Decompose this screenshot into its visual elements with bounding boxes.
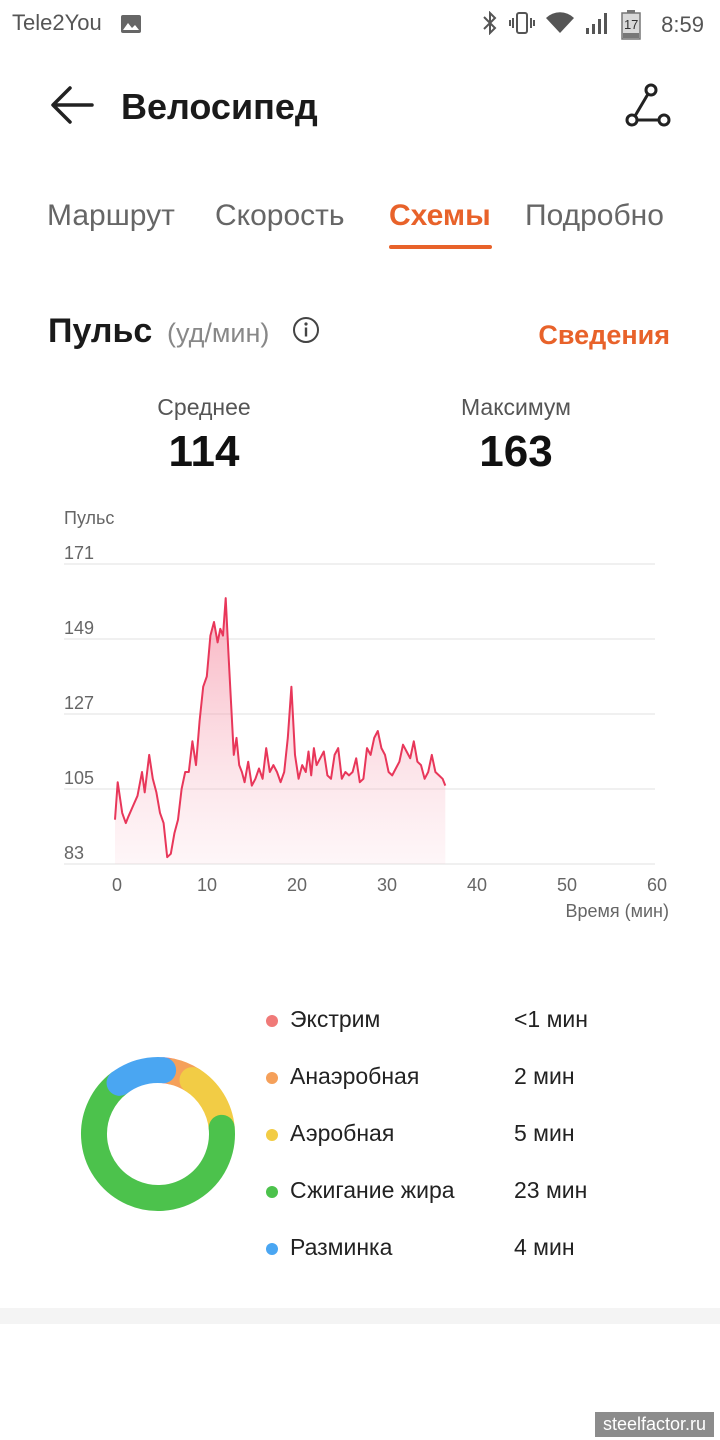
x-tick-label: 0 [112, 875, 122, 895]
status-bar: Tele2You 17 8:59 [0, 0, 720, 50]
tab-charts[interactable]: Схемы [389, 199, 491, 232]
max-stat: Максимум 163 [396, 394, 636, 477]
tab-details[interactable]: Подробно [525, 199, 664, 232]
series-area [115, 598, 446, 864]
zone-dot [266, 1243, 278, 1255]
tab-route[interactable]: Маршрут [47, 199, 175, 232]
tab-speed[interactable]: Скорость [215, 199, 345, 232]
donut-segment [106, 1057, 177, 1096]
zone-time: <1 мин [514, 1006, 588, 1032]
y-tick-label: 127 [64, 693, 94, 713]
y-axis-label: Пульс [64, 508, 114, 528]
zone-row: Разминка 4 мин [262, 1228, 682, 1285]
max-label: Максимум [460, 394, 571, 420]
vibrate-icon [509, 11, 536, 40]
pulse-chart: Пульс 171 149 127 105 83 0 10 20 30 40 50 60 Время (м… [64, 508, 669, 921]
zone-dot [266, 1015, 278, 1027]
wifi-icon [545, 11, 575, 40]
y-tick-label: 105 [64, 768, 94, 788]
page-title: Велосипед [121, 86, 318, 127]
bluetooth-icon [481, 10, 499, 40]
zone-row: Экстрим <1 мин [262, 1000, 682, 1057]
x-tick-label: 60 [647, 875, 667, 895]
average-value: 114 [168, 427, 240, 476]
x-tick-label: 30 [377, 875, 397, 895]
average-stat: Среднее 114 [84, 394, 324, 477]
zone-time: 2 мин [514, 1063, 575, 1089]
status-icons: 17 8:59 [481, 8, 704, 42]
zone-dot [266, 1072, 278, 1084]
watermark: steelfactor.ru [594, 1412, 714, 1437]
zone-name: Аэробная [290, 1120, 395, 1146]
x-axis-label: Время (мин) [565, 901, 669, 921]
info-icon[interactable] [292, 316, 320, 349]
zone-row: Анаэробная 2 мин [262, 1057, 682, 1114]
battery-level: 17 [623, 17, 639, 32]
max-value: 163 [479, 427, 553, 476]
zone-dot [266, 1186, 278, 1198]
details-link[interactable]: Сведения [538, 320, 670, 350]
image-icon [120, 13, 142, 40]
y-tick-label: 83 [64, 843, 84, 863]
route-icon [625, 83, 671, 127]
app-header: Велосипед [0, 60, 720, 150]
y-tick-label: 171 [64, 543, 94, 563]
battery-icon: 17 [621, 10, 641, 40]
zone-list: Экстрим <1 мин Анаэробная 2 мин Аэробная… [262, 1000, 682, 1285]
zone-row: Аэробная 5 мин [262, 1114, 682, 1171]
zones-donut-chart [81, 1057, 235, 1211]
carrier-name: Tele2You [12, 10, 102, 35]
x-tick-label: 50 [557, 875, 577, 895]
zone-name: Разминка [290, 1234, 393, 1260]
x-tick-label: 20 [287, 875, 307, 895]
donut-segment [81, 1069, 235, 1211]
arrow-left-icon [51, 86, 94, 124]
pulse-unit: (уд/мин) [167, 318, 270, 348]
zone-dot [266, 1129, 278, 1141]
route-button[interactable] [622, 82, 674, 130]
tab-bar: Маршрут Скорость Схемы Подробно [0, 195, 720, 255]
zone-time: 5 мин [514, 1120, 575, 1146]
series-line [114, 597, 447, 859]
x-tick-label: 40 [467, 875, 487, 895]
pulse-title: Пульс [48, 312, 153, 350]
back-button[interactable] [48, 84, 96, 126]
zone-row: Сжигание жира 23 мин [262, 1171, 682, 1228]
zone-name: Анаэробная [290, 1063, 420, 1089]
clock: 8:59 [661, 12, 704, 37]
zone-time: 23 мин [514, 1177, 588, 1203]
footer-divider [0, 1308, 720, 1324]
average-label: Среднее [157, 394, 251, 420]
signal-icon [585, 11, 611, 40]
zone-name: Сжигание жира [290, 1177, 455, 1203]
zone-time: 4 мин [514, 1234, 575, 1260]
active-tab-indicator [389, 245, 492, 249]
zone-name: Экстрим [290, 1006, 381, 1032]
y-tick-label: 149 [64, 618, 94, 638]
x-tick-label: 10 [197, 875, 217, 895]
